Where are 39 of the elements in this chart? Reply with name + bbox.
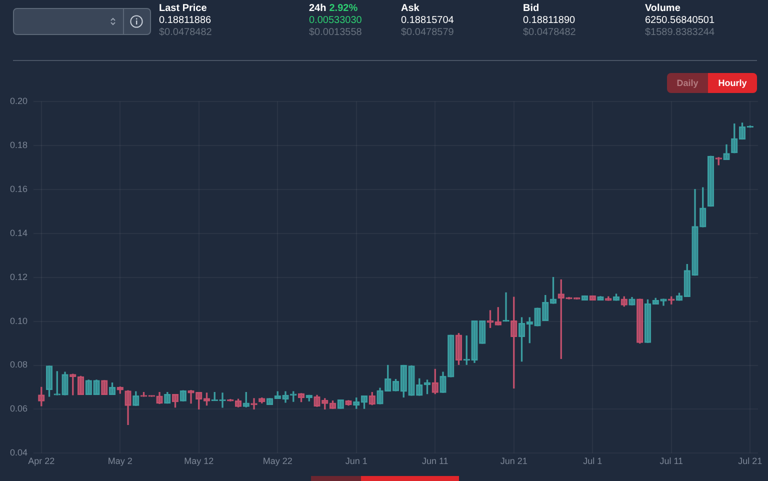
y-tick-label: 0.14 [10,228,28,238]
text: $0.0478482 [159,27,212,39]
x-tick-label: Jul 21 [738,456,762,466]
text: Bid [523,3,540,14]
text: 0.00533030 [309,15,362,27]
y-tick-label: 0.10 [10,316,28,326]
text: $0.0478482 [523,27,576,39]
y-tick-label: 0.12 [10,272,28,282]
text: 0.18815704 [401,15,454,27]
x-tick-label: May 12 [184,456,214,466]
y-tick-label: 0.16 [10,184,28,194]
text: Daily [667,73,708,93]
x-tick-label: Jun 1 [345,456,368,466]
text: Last Price [159,3,207,14]
text: $0.0013558 [309,27,362,39]
text: 0.18811890 [523,15,576,27]
candlestick [250,398,258,410]
text: Hourly [708,73,757,93]
candlestick [188,390,194,404]
text: 0.18811886 [159,15,212,27]
y-tick-label: 0.18 [10,140,28,150]
text: 2.92% [329,3,358,14]
y-tick-label: 0.08 [10,360,28,370]
y-tick-label: 0.04 [10,448,28,458]
text: $0.0478579 [401,27,454,39]
x-tick-label: Jul 1 [583,456,602,466]
text: 24h [309,3,326,14]
y-tick-label: 0.06 [10,404,28,414]
text: Volume [645,3,680,14]
text: 6250.56840501 [645,15,715,27]
x-tick-label: Jul 11 [660,456,684,466]
text: $1589.8383244 [645,27,715,39]
x-tick-label: Jun 11 [422,456,448,466]
text: Ask [401,3,420,14]
y-tick-label: 0.20 [10,96,28,106]
x-tick-label: Apr 22 [28,456,55,466]
x-tick-label: May 22 [262,456,292,466]
x-tick-label: Jun 21 [500,456,528,466]
x-tick-label: May 2 [108,456,132,466]
